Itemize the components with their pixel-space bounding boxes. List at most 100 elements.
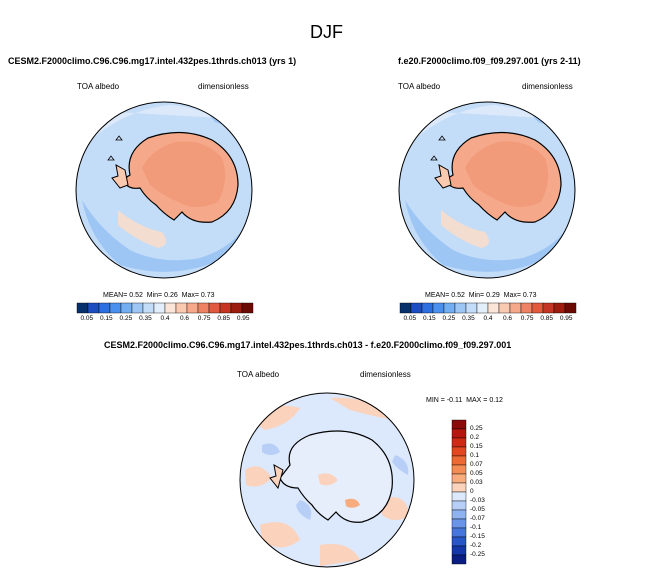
panel-1-colorbar-swatch	[175, 302, 188, 314]
diff-colorbar-tick-label: 0.1	[470, 452, 480, 459]
diff-map-border	[239, 392, 415, 568]
diff-colorbar-swatch	[451, 428, 467, 439]
diff-colorbar-tick-label: 0.03	[470, 479, 483, 486]
panel-1-colorbar	[76, 302, 254, 314]
panel-1-colorbar-swatch	[219, 302, 232, 314]
diff-colorbar-swatch	[451, 500, 467, 511]
panel-2-colorbar-tick-label: 0.4	[483, 315, 493, 322]
panel-2-colorbar-tick-label: 0.85	[540, 315, 553, 322]
diff-colorbar-tick-label: -0.07	[470, 515, 485, 522]
diff-minmax: MIN = -0.11 MAX = 0.12	[426, 397, 503, 404]
panel-1-colorbar-tick-label: 0.15	[100, 315, 113, 322]
panel-1-colorbar-swatch	[142, 302, 155, 314]
ocean-dark-patch	[82, 200, 250, 272]
panel-2-case-title: f.e20.F2000climo.f09_f09.297.001 (yrs 2-…	[398, 56, 581, 66]
panel-1-colorbar-tick-label: 0.4	[160, 315, 170, 322]
panel-2-map	[399, 102, 575, 278]
panel-2-colorbar-tick-label: 0.25	[442, 315, 456, 322]
panel-2-colorbar-tick-label: 0.05	[403, 315, 417, 322]
panel-2-colorbar-swatch	[421, 302, 434, 314]
panel-2-units: dimensionless	[522, 82, 573, 91]
panel-1-colorbar-swatch	[241, 302, 254, 314]
panel-1-colorbar-tick-label: 0.6	[180, 315, 190, 322]
panel-1-map-border	[75, 101, 253, 279]
panel-2-colorbar-swatch	[454, 302, 467, 314]
panel-1-colorbar-swatch	[208, 302, 221, 314]
diff-colorbar-tick-label: -0.05	[470, 506, 485, 513]
panel-2-stats: MEAN= 0.52 Min= 0.29 Max= 0.73	[425, 292, 537, 299]
diff-colorbar-tick-label: 0.07	[470, 461, 483, 468]
panel-2-colorbar-swatch	[509, 302, 522, 314]
panel-1-map	[76, 102, 252, 278]
panel-2-map-border	[398, 101, 576, 279]
panel-1-colorbar-swatch	[87, 302, 100, 314]
diff-colorbar-swatch	[451, 518, 467, 529]
panel-1-colorbar-tick-label: 0.85	[217, 315, 230, 322]
diff-colorbar-swatch	[451, 509, 467, 520]
antarctica-interior	[142, 141, 226, 207]
diff-colorbar-swatch	[451, 527, 467, 538]
panel-2-variable: TOA albedo	[398, 82, 441, 91]
diff-map	[240, 393, 414, 567]
panel-2-colorbar-tick-label: 0.35	[462, 315, 475, 322]
panel-2-colorbar-swatch	[542, 302, 555, 314]
panel-2-colorbar	[399, 302, 577, 314]
panel-2-colorbar-swatch	[476, 302, 489, 314]
panel-2-colorbar-swatch	[487, 302, 500, 314]
panel-2-colorbar-swatch	[399, 302, 412, 314]
diff-colorbar-tick-label: -0.2	[470, 542, 482, 549]
diff-colorbar-tick-label: -0.03	[470, 497, 485, 504]
diff-colorbar-swatch	[451, 554, 467, 565]
panel-2-colorbar-tick-label: 0.15	[423, 315, 436, 322]
panel-1-colorbar-swatch	[186, 302, 199, 314]
panel-1-colorbar-tick-label: 0.05	[80, 315, 94, 322]
panel-2-colorbar-swatch	[520, 302, 533, 314]
diff-colorbar-tick-label: 0	[470, 488, 474, 495]
panel-1-colorbar-swatch	[76, 302, 89, 314]
panel-1-colorbar-swatch	[98, 302, 111, 314]
diff-colorbar-swatch	[451, 491, 467, 502]
antarctica-outline	[279, 430, 393, 523]
diff-colorbar-tick-label: 0.15	[470, 443, 483, 450]
diff-colorbar	[451, 419, 467, 565]
diff-colorbar-swatch	[451, 536, 467, 547]
panel-1-colorbar-swatch	[230, 302, 243, 314]
diff-colorbar-swatch	[451, 482, 467, 493]
panel-1-colorbar-swatch	[109, 302, 122, 314]
diff-colorbar-swatch	[451, 545, 467, 556]
panel-1-colorbar-tick-label: 0.75	[197, 315, 211, 322]
diff-colorbar-tick-label: -0.25	[470, 551, 485, 558]
panel-1-colorbar-swatch	[131, 302, 144, 314]
diff-variable: TOA albedo	[237, 370, 280, 379]
panel-2-colorbar-swatch	[410, 302, 423, 314]
panel-1-colorbar-tick-label: 0.95	[236, 315, 250, 322]
south-america-tip	[107, 135, 123, 161]
panel-1-colorbar-swatch	[153, 302, 166, 314]
panel-2-colorbar-swatch	[432, 302, 445, 314]
diff-colorbar-tick-label: 0.2	[470, 434, 480, 441]
diff-units: dimensionless	[360, 370, 411, 379]
panel-2-colorbar-swatch	[498, 302, 511, 314]
panel-2-colorbar-tick-label: 0.6	[503, 315, 513, 322]
diff-colorbar-tick-label: -0.1	[470, 524, 482, 531]
diff-colorbar-tick-label: -0.15	[470, 533, 485, 540]
panel-2-colorbar-swatch	[443, 302, 456, 314]
diff-colorbar-swatch	[451, 446, 467, 457]
panel-2-colorbar-tick-label: 0.75	[520, 315, 534, 322]
panel-1-stats: MEAN= 0.52 Min= 0.26 Max= 0.73	[103, 292, 215, 299]
panel-2-colorbar-swatch	[564, 302, 577, 314]
diff-colorbar-swatch	[451, 464, 467, 475]
panel-1-units: dimensionless	[198, 82, 249, 91]
diff-title: CESM2.F2000climo.C96.C96.mg17.intel.432p…	[104, 340, 512, 350]
panel-2-colorbar-swatch	[553, 302, 566, 314]
panel-1-colorbar-swatch	[164, 302, 177, 314]
diff-colorbar-swatch	[451, 419, 467, 430]
antarctic-peninsula	[111, 164, 129, 189]
diff-colorbar-swatch	[451, 437, 467, 448]
figure-title: DJF	[310, 22, 343, 42]
panel-1-colorbar-tick-label: 0.25	[119, 315, 133, 322]
panel-2-colorbar-swatch	[531, 302, 544, 314]
panel-2-colorbar-tick-label: 0.95	[559, 315, 573, 322]
panel-2-colorbar-swatch	[465, 302, 478, 314]
